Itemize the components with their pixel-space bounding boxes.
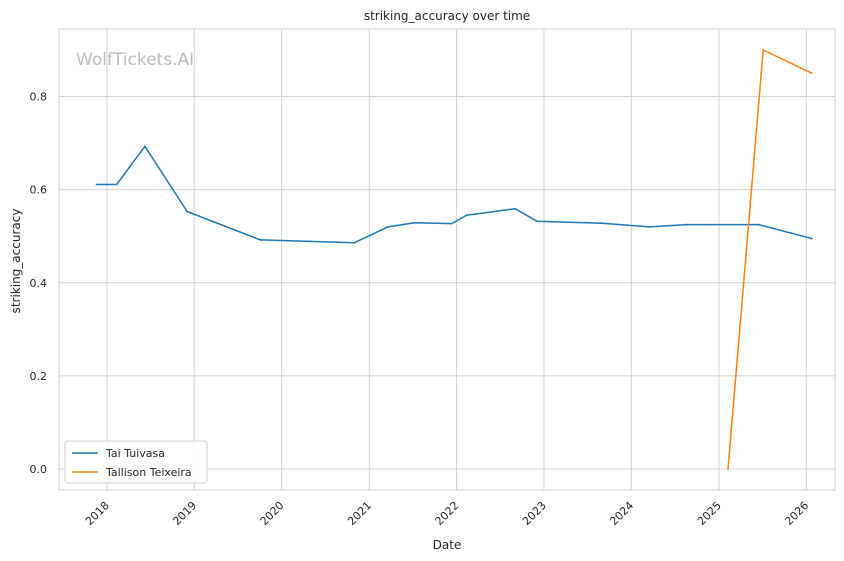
data-point bbox=[115, 183, 118, 186]
data-point bbox=[648, 226, 651, 228]
data-point bbox=[465, 214, 468, 217]
y-tick-label: 0.2 bbox=[30, 370, 48, 383]
x-tick-label: 2026 bbox=[782, 499, 811, 528]
legend-box bbox=[64, 440, 208, 484]
data-point bbox=[186, 210, 188, 213]
data-point bbox=[810, 72, 813, 75]
y-axis-ticks: 0.0 0.2 0.4 0.6 0.8 bbox=[30, 91, 48, 477]
data-point bbox=[386, 226, 389, 228]
x-tick-label: 2023 bbox=[520, 499, 549, 528]
data-point bbox=[685, 223, 688, 226]
chart-title: striking_accuracy over time bbox=[364, 9, 530, 23]
legend-label: Tallison Teixeira bbox=[105, 466, 192, 479]
data-point bbox=[757, 223, 760, 226]
data-point bbox=[762, 49, 765, 51]
data-point bbox=[413, 221, 416, 224]
watermark-logo: WolfTickets.AI bbox=[76, 50, 194, 70]
x-tick-label: 2022 bbox=[433, 499, 462, 528]
data-point bbox=[810, 237, 813, 240]
data-point bbox=[601, 222, 604, 225]
data-point bbox=[450, 222, 453, 225]
data-point bbox=[353, 241, 356, 244]
data-point bbox=[727, 468, 729, 470]
series-layer bbox=[95, 49, 813, 470]
data-point bbox=[259, 239, 262, 241]
grid bbox=[59, 29, 835, 490]
series-line-2 bbox=[727, 49, 813, 470]
x-tick-label: 2018 bbox=[83, 499, 112, 528]
x-tick-label: 2025 bbox=[695, 499, 724, 528]
x-tick-label: 2020 bbox=[258, 499, 287, 528]
data-point bbox=[95, 183, 98, 186]
y-tick-label: 0.0 bbox=[30, 463, 48, 476]
x-tick-label: 2021 bbox=[345, 499, 374, 528]
x-tick-label: 2019 bbox=[170, 499, 199, 528]
data-point bbox=[144, 145, 146, 148]
series-line-1 bbox=[96, 145, 812, 244]
y-axis-title: striking_accuracy bbox=[9, 209, 23, 314]
x-axis-ticks: 2018 2019 2020 2021 2022 2023 2024 2025 2026 bbox=[83, 499, 811, 528]
data-point bbox=[536, 220, 538, 223]
y-tick-label: 0.8 bbox=[30, 91, 48, 104]
legend: Tai Tuivasa Tallison Teixeira bbox=[64, 440, 208, 484]
x-tick-label: 2024 bbox=[607, 499, 636, 528]
legend-label: Tai Tuivasa bbox=[105, 447, 165, 460]
data-point bbox=[514, 207, 517, 210]
x-axis-title: Date bbox=[433, 538, 462, 552]
y-tick-label: 0.6 bbox=[30, 184, 48, 197]
plot-frame bbox=[58, 28, 836, 491]
y-tick-label: 0.4 bbox=[30, 277, 48, 290]
